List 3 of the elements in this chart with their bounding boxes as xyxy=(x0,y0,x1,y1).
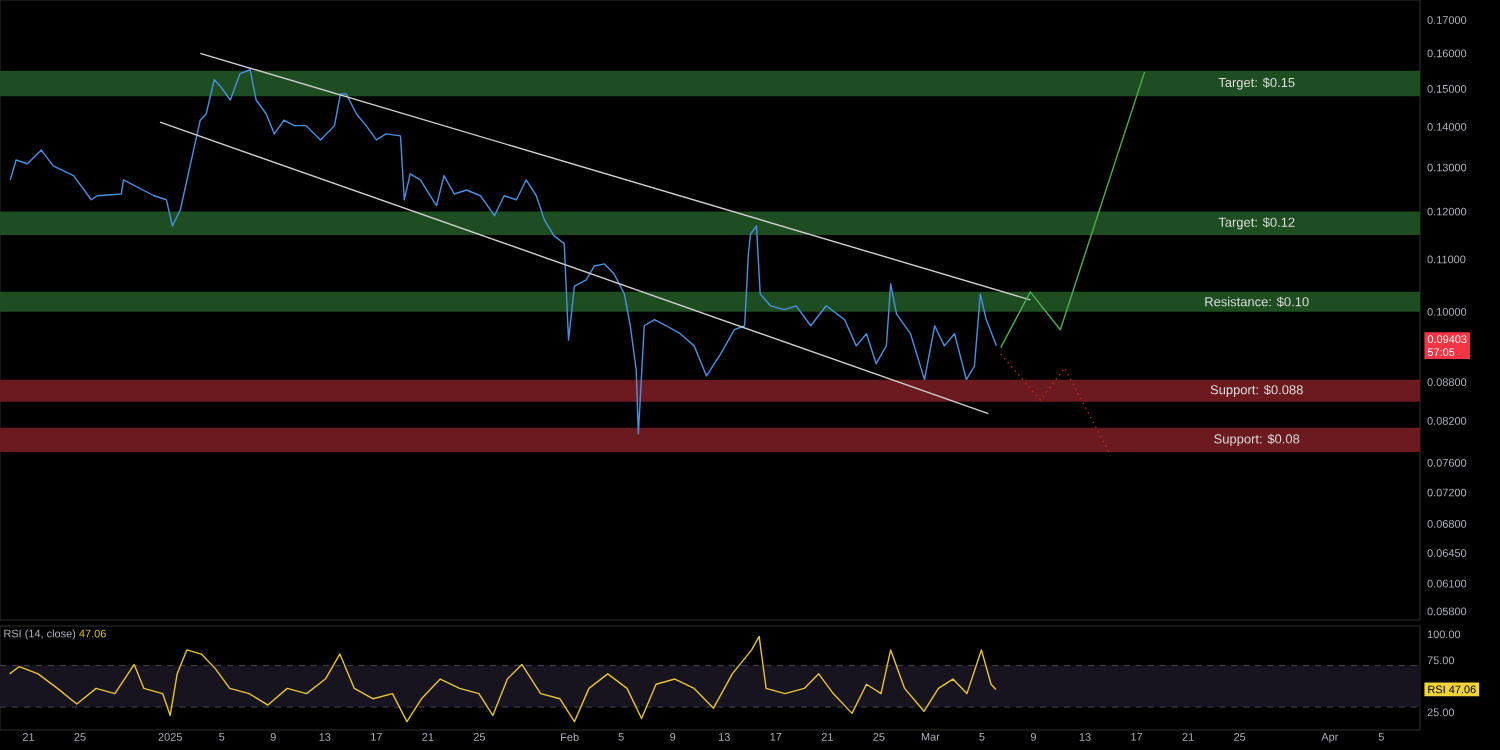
line-series xyxy=(1000,353,1112,457)
line-series xyxy=(9,69,998,435)
line-series xyxy=(1000,71,1146,349)
